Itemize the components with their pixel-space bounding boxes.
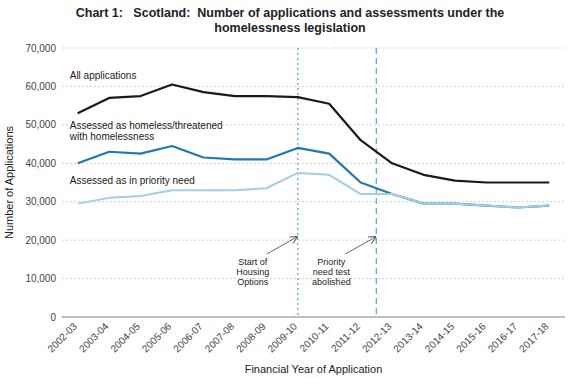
- grid-line: [62, 163, 565, 164]
- x-tick-label: 2016-17: [486, 320, 520, 354]
- annotation-arrow: [345, 237, 375, 254]
- x-tick-label: 2008-09: [234, 320, 268, 354]
- y-tick-label: 0: [50, 312, 56, 323]
- annotation-arrow: [267, 237, 297, 254]
- series-label: All applications: [70, 70, 137, 81]
- y-tick-label: 50,000: [25, 119, 56, 130]
- grid-line: [62, 317, 565, 318]
- x-tick-label: 2013-14: [391, 320, 425, 354]
- event-line: [297, 48, 298, 317]
- grid: [62, 48, 565, 317]
- x-tick-label: 2006-07: [171, 320, 205, 354]
- grid-line: [62, 86, 565, 87]
- y-tick-label: 60,000: [25, 81, 56, 92]
- event-line: [376, 48, 377, 317]
- series-label: Assessed as in priority need: [70, 175, 195, 186]
- x-tick-label: 2003-04: [77, 320, 111, 354]
- x-tick-label: 2005-06: [140, 320, 174, 354]
- y-tick-label: 30,000: [25, 196, 56, 207]
- grid-line: [62, 48, 565, 49]
- x-tick-label: 2007-08: [203, 320, 237, 354]
- y-tick-label: 70,000: [25, 43, 56, 54]
- y-axis-label: Number of Applications: [3, 125, 15, 239]
- annotation: Start ofHousingOptions: [236, 257, 269, 287]
- x-tick-label: 2010-11: [297, 320, 331, 354]
- chart: Chart 1: Scotland: Number of application…: [0, 0, 580, 379]
- x-tick-label: 2009-10: [265, 320, 299, 354]
- grid-line: [62, 201, 565, 202]
- x-tick-label: 2017-18: [517, 320, 551, 354]
- x-tick-label: 2012-13: [360, 320, 394, 354]
- x-tick-label: 2002-03: [45, 320, 79, 354]
- x-tick-label: 2014-15: [423, 320, 457, 354]
- y-tick-label: 20,000: [25, 235, 56, 246]
- y-tick-label: 10,000: [25, 273, 56, 284]
- series-label: Assessed as homeless/threatenedwith home…: [69, 120, 223, 142]
- x-axis-line: [62, 317, 565, 318]
- y-tick-label: 40,000: [25, 158, 56, 169]
- x-tick-label: 2004-05: [108, 320, 142, 354]
- annotation: Priorityneed testabolished: [312, 257, 351, 287]
- title: Chart 1: Scotland: Number of application…: [76, 6, 505, 35]
- x-tick-label: 2015-16: [454, 320, 488, 354]
- grid-line: [62, 240, 565, 241]
- x-axis-label: Financial Year of Application: [245, 363, 383, 375]
- x-tick-label: 2011-12: [329, 320, 363, 354]
